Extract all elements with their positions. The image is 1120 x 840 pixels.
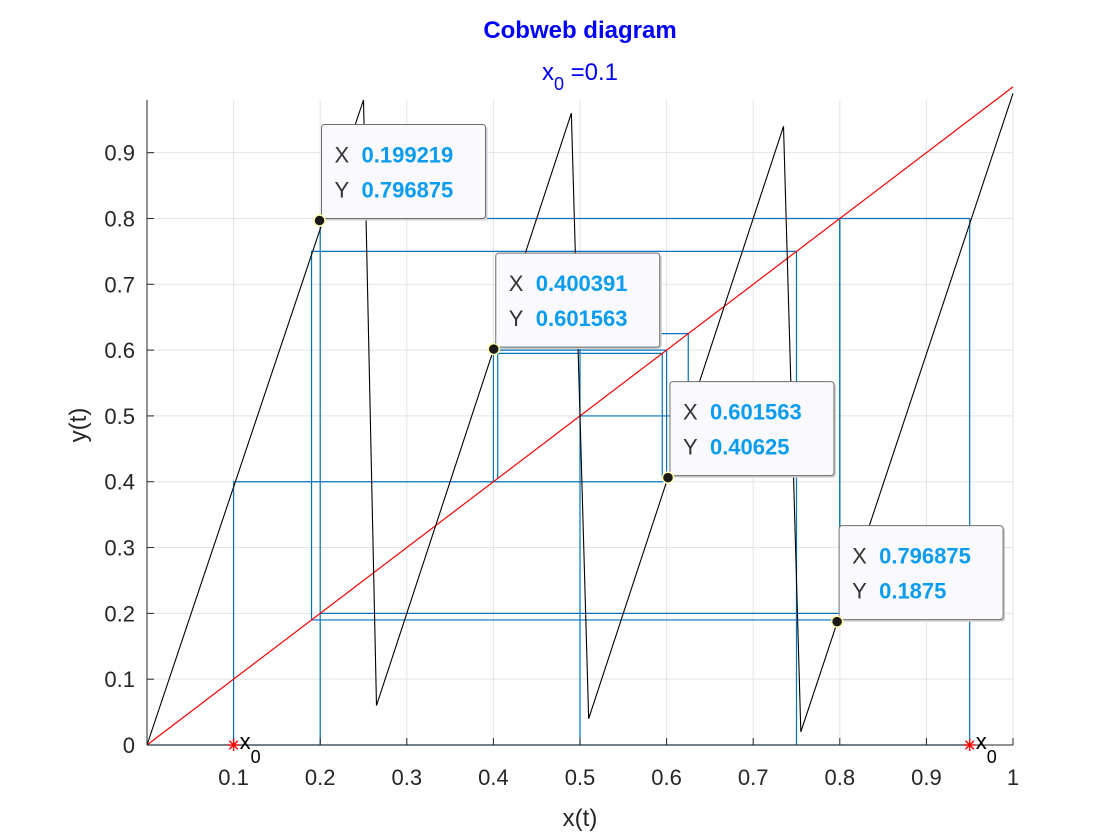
x0-label-sub: 0: [987, 747, 997, 767]
tick-labels: 0.1 0.2 0.3 0.4 0.5 0.6 0.7 0.8 0.9 100.10.20.30.…: [104, 141, 1019, 790]
y-tick-label: 0.5: [104, 404, 135, 429]
datatip: X 0.601563 Y 0.40625: [661, 381, 836, 484]
y-tick-label: 0.7: [104, 272, 135, 297]
chart-subtitle: x0 =0.1: [542, 59, 618, 94]
datatip-x-value: 0.796875: [879, 544, 971, 569]
x-tick-label: 0.4: [478, 765, 509, 790]
axes: [146, 100, 1014, 746]
subtitle-rest: =0.1: [564, 59, 618, 86]
y-tick-label: 0.3: [104, 536, 135, 561]
datatip-box: [321, 124, 487, 220]
x0-label-main: x: [240, 729, 251, 754]
datatip-point: [487, 342, 500, 356]
y-tick-label: 0.2: [104, 601, 135, 626]
x-tick-label: 1: [1007, 765, 1019, 790]
y-tick-label: 0.9: [104, 141, 135, 166]
chart-title: Cobweb diagram: [483, 17, 676, 44]
x0-label-main: x: [976, 729, 987, 754]
datatip: X 0.400391 Y 0.601563: [487, 252, 662, 356]
datatip-point: [661, 471, 675, 484]
asterisk-stroke: [228, 740, 239, 750]
x-tick-label: 0.2: [305, 765, 336, 790]
datatip-y-key: Y: [852, 579, 867, 604]
x-tick-label: 0.6: [651, 765, 682, 790]
subtitle-sub: 0: [554, 74, 564, 94]
datatip-x-value: 0.199219: [362, 143, 454, 168]
y-tick-label: 0.4: [104, 470, 135, 495]
datatip-box: [669, 381, 835, 477]
datatip-point: [830, 615, 844, 628]
datatip-point: [313, 214, 326, 227]
x-tick-label: 0.3: [392, 765, 423, 790]
y-axis-label: y(t): [65, 408, 92, 443]
x0-label-sub: 0: [251, 747, 261, 767]
datatip-y-value: 0.1875: [879, 579, 946, 604]
x-tick-label: 0.7: [738, 765, 769, 790]
y-tick-label: 0.1: [104, 667, 135, 692]
datatip: X 0.199219 Y 0.796875: [313, 124, 488, 227]
datatip-y-key: Y: [335, 178, 350, 203]
x-tick-label: 0.1: [218, 765, 249, 790]
y-tick-label: 0.6: [104, 338, 135, 363]
datatip-x-key: X: [852, 544, 867, 569]
x0-marker: [963, 739, 976, 751]
datatip-box: [838, 525, 1004, 621]
datatip-x-value: 0.601563: [710, 400, 802, 425]
x-axis-label: x(t): [563, 805, 598, 832]
x0-marker: [227, 739, 240, 751]
datatip-box: [495, 252, 661, 348]
cobweb-path: [497, 352, 663, 479]
x-tick-label: 0.5: [565, 765, 596, 790]
x-tick-label: 0.8: [825, 765, 856, 790]
datatip-y-key: Y: [509, 306, 524, 331]
datatip-x-value: 0.400391: [536, 271, 628, 296]
x-tick-label: 0.9: [911, 765, 942, 790]
datatip-y-value: 0.796875: [362, 178, 454, 203]
datatips: X 0.199219 Y 0.796875 X 0.400391 Y 0.601563 X 0.6…: [313, 124, 1006, 628]
datatip-y-value: 0.40625: [710, 435, 790, 460]
datatip-x-key: X: [683, 400, 698, 425]
x0-marker-label: x0: [976, 729, 997, 767]
x0-marker-label: x0: [240, 729, 261, 767]
y-tick-label: 0: [123, 733, 135, 758]
datatip-y-value: 0.601563: [536, 306, 628, 331]
datatip-y-key: Y: [683, 435, 698, 460]
y-tick-label: 0.8: [104, 206, 135, 231]
subtitle-var: x: [542, 59, 554, 86]
datatip-x-key: X: [509, 271, 524, 296]
asterisk-stroke: [964, 740, 975, 750]
datatip: X 0.796875 Y 0.1875: [830, 525, 1006, 628]
cobweb-path: [310, 250, 798, 745]
datatip-x-key: X: [335, 143, 350, 168]
